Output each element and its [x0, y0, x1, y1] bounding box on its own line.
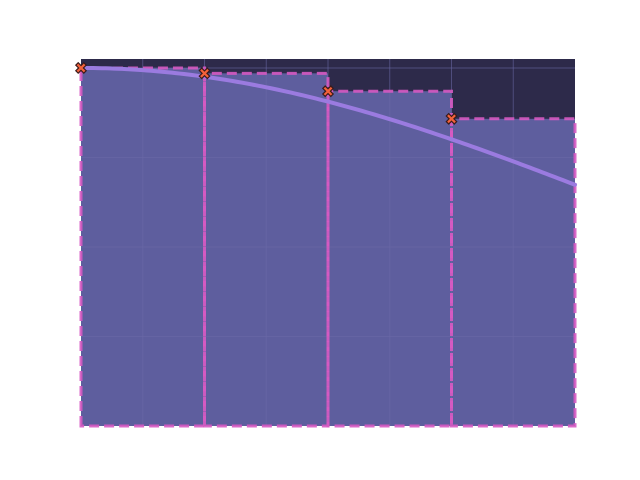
bar-edge-2 — [326, 89, 453, 428]
bar-edges-layer — [79, 66, 577, 428]
series-curve — [79, 65, 577, 187]
markers-layer — [74, 61, 458, 125]
marker-1 — [198, 67, 211, 80]
bar-edge-1 — [203, 71, 330, 428]
bar-edge-0 — [79, 66, 206, 428]
marker-2 — [321, 85, 335, 98]
marker-3 — [445, 112, 458, 125]
bar-edge-3 — [450, 117, 577, 428]
marker-0 — [74, 61, 88, 74]
